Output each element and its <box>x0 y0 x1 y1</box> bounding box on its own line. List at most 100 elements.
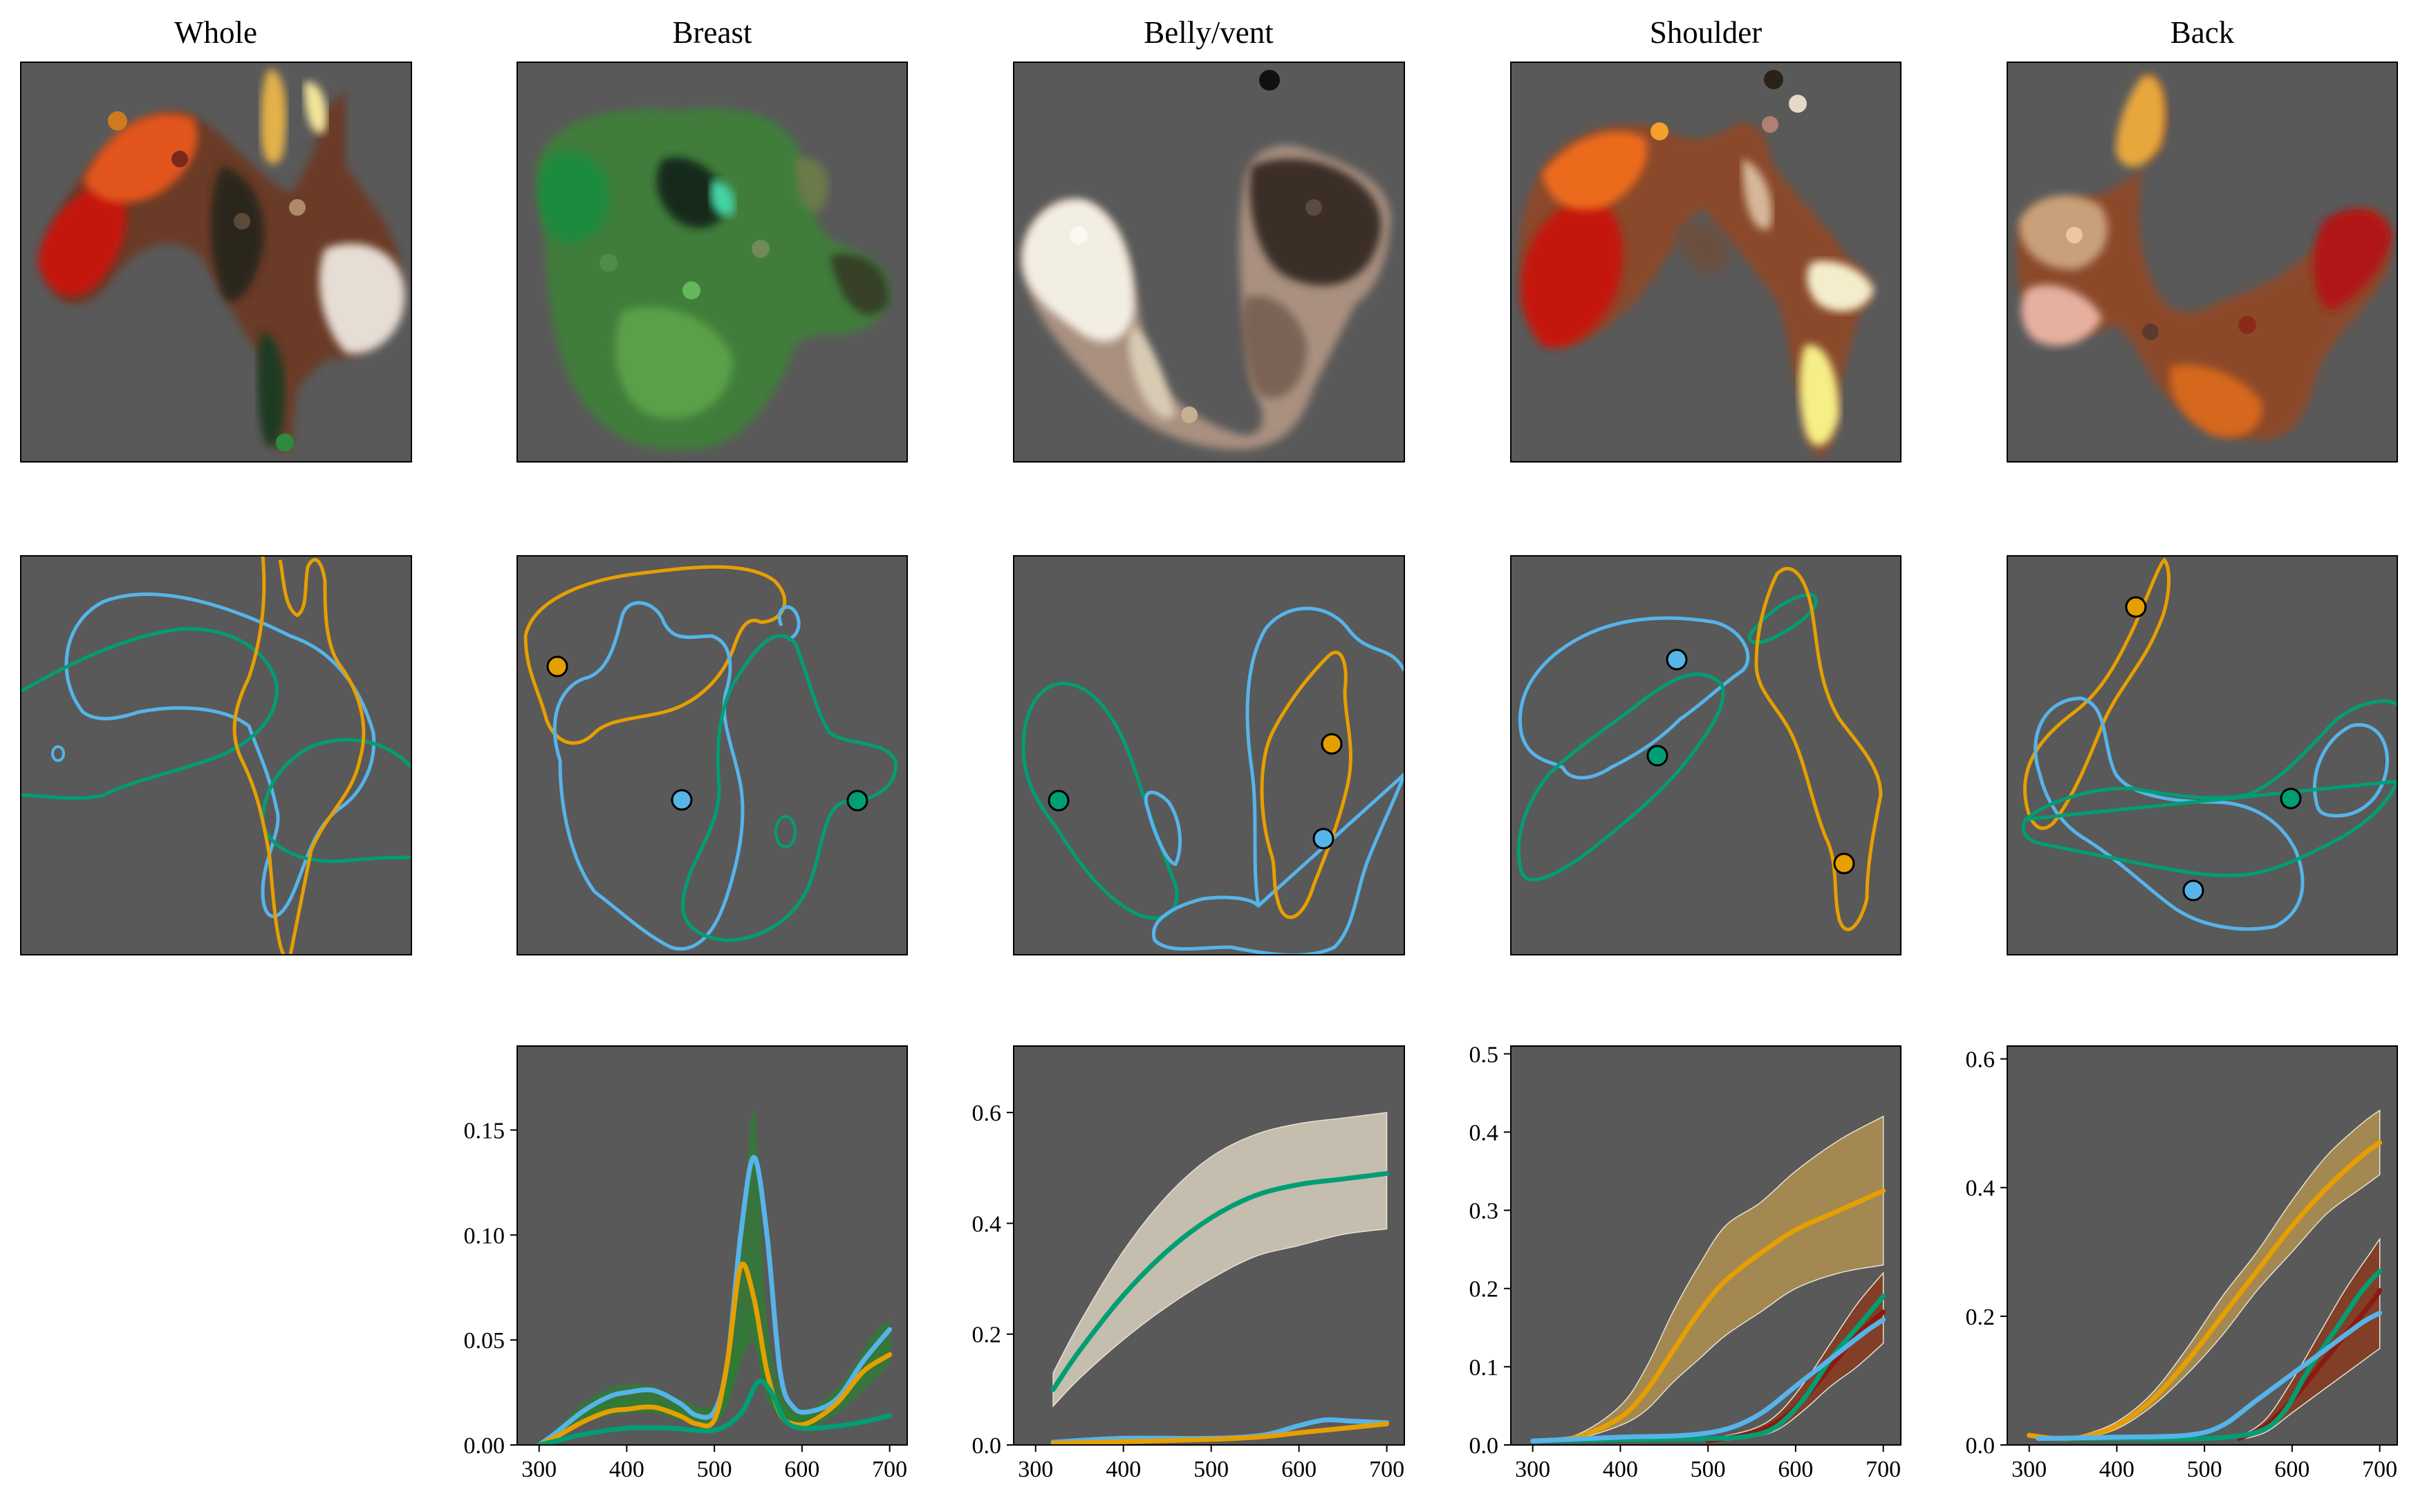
y-tick-label: 0.4 <box>1966 1176 1996 1202</box>
y-tick-label: 0.0 <box>1966 1433 1996 1459</box>
y-tick-label: 0.15 <box>464 1118 505 1144</box>
contour-skyblue <box>64 592 376 918</box>
x-tick-label: 300 <box>521 1457 557 1482</box>
marker-green <box>1646 745 1668 767</box>
marker-orange <box>1833 852 1855 875</box>
y-tick-label: 0.0 <box>1469 1433 1499 1459</box>
x-tick-label: 300 <box>1515 1457 1550 1482</box>
contour-green <box>21 627 279 800</box>
contour-orange <box>1260 651 1352 920</box>
marker-green <box>1048 790 1070 812</box>
contour-panel-shoulder <box>1510 555 1901 955</box>
scatter-panel-whole <box>20 62 412 463</box>
x-tick-label: 400 <box>2099 1457 2135 1482</box>
x-tick-label: 700 <box>872 1457 907 1482</box>
color-point-cloud <box>1519 70 1874 456</box>
series-line <box>537 1379 893 1445</box>
series-line <box>2237 1288 2383 1441</box>
contour-skyblue-small <box>51 745 65 762</box>
x-tick-label: 300 <box>1018 1457 1053 1482</box>
x-tick-label: 700 <box>2362 1457 2397 1482</box>
line-chart-shoulder: 300 400 500 600 700 0.0 0.1 0.2 0.3 0.4 0.5 <box>1469 1042 1901 1482</box>
line-chart-belly-vent: 300 400 500 600 700 0.0 0.2 0.4 0.6 <box>972 1045 1405 1482</box>
column-title-back: Back <box>2170 15 2235 50</box>
contour-orange <box>232 556 366 955</box>
x-tick-label: 500 <box>2187 1457 2222 1482</box>
y-tick-label: 0.4 <box>1469 1120 1499 1146</box>
marker-orange <box>1321 733 1343 755</box>
y-tick-label: 0.4 <box>972 1211 1002 1237</box>
y-tick-label: 0.2 <box>972 1323 1002 1348</box>
confidence-band <box>2028 1109 2381 1441</box>
x-tick-label: 400 <box>1106 1457 1141 1482</box>
series-line <box>2035 1310 2383 1441</box>
contour-skyblue <box>2034 696 2305 931</box>
scatter-panel-back <box>2007 62 2398 463</box>
scatter-panel-belly-vent <box>1013 62 1405 463</box>
spectra-charts: 300 400 500 600 700 0.00 0.05 0.10 0.15 300 400 500… <box>464 1042 2398 1482</box>
column-title-whole: Whole <box>174 15 257 50</box>
color-point-cloud <box>2016 75 2392 440</box>
contour-orange <box>1754 566 1883 931</box>
x-tick-label: 400 <box>609 1457 644 1482</box>
contour-green <box>1747 592 1818 644</box>
plot-area <box>2007 1046 2397 1445</box>
contour-green <box>1021 682 1179 920</box>
panel-background <box>1014 556 1404 955</box>
y-tick-label: 0.1 <box>1469 1355 1499 1381</box>
y-tick-label: 0.0 <box>972 1433 1002 1459</box>
y-tick-label: 0.3 <box>1469 1199 1499 1224</box>
y-tick-label: 0.6 <box>972 1101 1002 1126</box>
contour-green-small <box>774 815 797 848</box>
x-tick-label: 600 <box>1281 1457 1317 1482</box>
marker-skyblue <box>2182 879 2204 902</box>
marker-orange <box>546 655 568 678</box>
y-tick-label: 0.00 <box>464 1433 505 1459</box>
x-tick-label: 700 <box>1369 1457 1404 1482</box>
marker-green <box>846 790 868 812</box>
x-tick-label: 400 <box>1603 1457 1638 1482</box>
contour-skyblue <box>1151 606 1404 955</box>
scatter-panel-shoulder <box>1510 62 1901 463</box>
panel-background <box>21 556 411 955</box>
x-tick-label: 500 <box>697 1457 732 1482</box>
x-tick-label: 700 <box>1866 1457 1901 1482</box>
contour-green <box>2021 699 2397 877</box>
line-chart-breast: 300 400 500 600 700 0.00 0.05 0.10 0.15 <box>464 1045 908 1482</box>
color-point-cloud <box>536 108 890 451</box>
contour-green <box>681 634 898 942</box>
contour-panel-belly-vent <box>1013 555 1405 955</box>
contour-orange <box>523 565 787 745</box>
column-title-shoulder: Shoulder <box>1650 15 1763 50</box>
color-point-cloud <box>38 69 405 451</box>
panel-background <box>517 556 907 955</box>
confidence-band <box>539 1108 890 1445</box>
marker-green <box>2280 787 2302 810</box>
x-tick-label: 600 <box>2274 1457 2309 1482</box>
y-tick-label: 0.5 <box>1469 1042 1499 1067</box>
series-line <box>1050 1170 1390 1392</box>
confidence-band <box>2239 1237 2381 1441</box>
series-line <box>1530 1188 1886 1444</box>
line-chart-back: 300 400 500 600 700 0.0 0.2 0.4 0.6 <box>1966 1045 2398 1482</box>
color-point-cloud <box>1022 70 1391 450</box>
x-tick-label: 500 <box>1691 1457 1726 1482</box>
contour-skyblue <box>1144 790 1182 866</box>
marker-skyblue <box>671 789 693 811</box>
contour-skyblue <box>1518 616 1750 780</box>
y-tick-label: 0.10 <box>464 1223 505 1249</box>
plot-area <box>517 1046 907 1445</box>
x-tick-label: 300 <box>2011 1457 2047 1482</box>
y-tick-label: 0.05 <box>464 1328 505 1354</box>
column-title-belly-vent: Belly/vent <box>1144 15 1274 50</box>
contour-skyblue <box>2312 723 2390 818</box>
contour-skyblue <box>552 601 745 951</box>
marker-skyblue <box>1312 828 1334 850</box>
contour-panel-whole <box>20 555 412 955</box>
contour-panel-breast <box>517 555 908 955</box>
scatter-panel-breast <box>517 62 908 463</box>
x-tick-label: 600 <box>1778 1457 1813 1482</box>
series-line <box>1530 1317 1886 1444</box>
series-line <box>537 1262 893 1445</box>
